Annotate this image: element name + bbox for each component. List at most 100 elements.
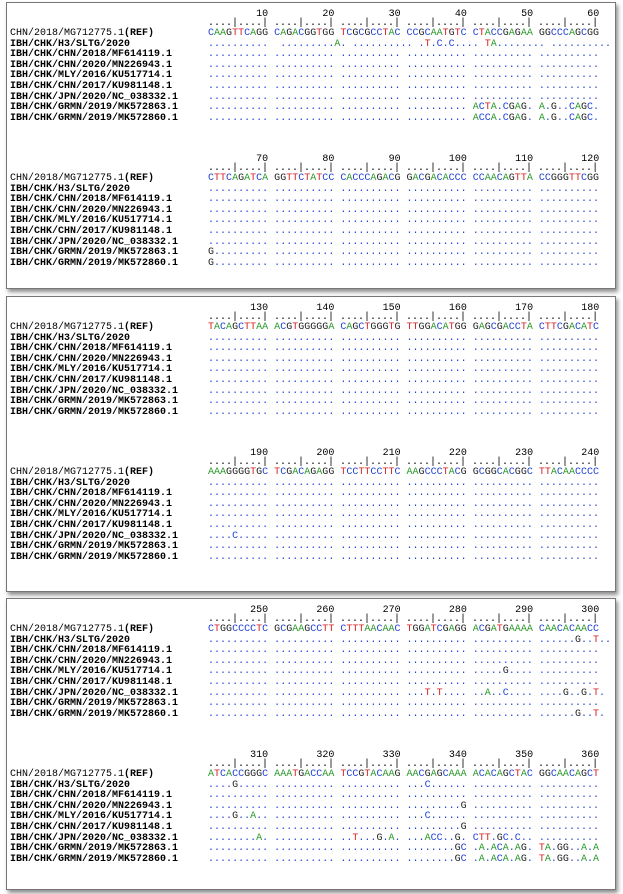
ruler: ....|....| ....|....| ....|....| ....|..… [208,759,599,770]
reference-id: CHN/2018/MG712775.1 [10,322,125,333]
sequence-label: IBH/CHK/GRMN/2019/MK572860.1 [10,406,179,418]
sequence-label: IBH/CHK/GRMN/2019/MK572860.1 [10,853,179,865]
sequence-alignment: G......... .......... .......... .......… [208,247,600,259]
sequence-alignment: .......... .......... .......... .......… [208,236,600,248]
position-number: 170 [515,303,534,314]
sequence-label: IBH/CHK/H3/SLTG/2020 [10,38,131,50]
sequence-alignment: G......... .......... .......... .......… [208,257,600,269]
reference-id: CHN/2018/MG712775.1 [10,28,125,39]
sequence-label: IBH/CHK/CHN/2018/MF614119.1 [10,343,173,355]
position-number: 150 [382,303,401,314]
sequence-alignment: ....C..... .......... .......... .......… [208,530,600,542]
sequence-label: IBH/CHK/CHN/2018/MF614119.1 [10,645,173,657]
sequence-label: IBH/CHK/GRMN/2019/MK572860.1 [10,112,179,124]
sequence-label: IBH/CHK/CHN/2020/MN226943.1 [10,800,173,812]
position-number: 100 [448,154,467,165]
sequence-alignment: .......... .......... .......... .......… [208,509,600,521]
sequence-alignment: .......... .......... .......... .......… [208,822,600,833]
position-number: 60 [587,9,600,20]
sequence-alignment: .......... .......... .......... .......… [208,112,600,124]
sequence-label: IBH/CHK/GRMN/2019/MK572863.1 [10,102,179,114]
sequence-alignment: .......... .......... .......... .......… [208,655,600,667]
sequence-label: IBH/CHK/CHN/2018/MF614119.1 [10,790,173,802]
reference-tag: (REF) [124,173,155,184]
reference-tag: (REF) [124,322,155,333]
reference-label: CHN/2018/MG712775.1(REF) [10,769,154,780]
sequence-label: IBH/CHK/GRMN/2019/MK572863.1 [10,698,179,710]
sequence-label: IBH/CHK/GRMN/2019/MK572860.1 [10,708,179,720]
ruler: ....|....| ....|....| ....|....| ....|..… [208,457,599,468]
position-number: 300 [581,605,600,616]
sequence-alignment: .......... .......... .......... .......… [208,91,600,103]
ruler: ....|....| ....|....| ....|....| ....|..… [208,163,599,174]
sequence-label: IBH/CHK/H3/SLTG/2020 [10,477,131,489]
sequence-label: IBH/CHK/GRMN/2019/MK572863.1 [10,247,179,259]
sequence-label: IBH/CHK/CHN/2017/KU981148.1 [10,677,173,688]
sequence-alignment: .......... .......... .......... .......… [208,49,600,61]
sequence-label: IBH/CHK/JPN/2020/NC_038332.1 [10,832,179,844]
sequence-alignment: .......... .......... .......... .......… [208,102,600,114]
sequence-alignment: .......... .......... .......... .......… [208,551,600,563]
sequence-alignment: .......... .......... .......... .......… [208,364,600,376]
reference-tag: (REF) [124,467,155,478]
sequence-label: IBH/CHK/GRMN/2019/MK572863.1 [10,843,179,855]
sequence-label: IBH/CHK/MLY/2016/KU517714.1 [10,811,173,823]
position-number: 20 [322,9,335,20]
alignment-panel: 10 20 30 40 50 60 ....|....| ....|....| ....|.… [6,2,616,289]
position-number: 110 [515,154,534,165]
sequence-label: IBH/CHK/CHN/2017/KU981148.1 [10,520,173,531]
position-number: 180 [581,303,600,314]
sequence-label: IBH/CHK/H3/SLTG/2020 [10,332,131,344]
sequence-label: IBH/CHK/CHN/2020/MN226943.1 [10,59,173,71]
position-number: 130 [250,303,269,314]
sequence-alignment: .......... .......... .......... .......… [208,226,600,237]
sequence-label: IBH/CHK/JPN/2020/NC_038332.1 [10,385,179,397]
sequence-label: IBH/CHK/MLY/2016/KU517714.1 [10,509,173,521]
position-number: 10 [256,9,269,20]
reference-label: CHN/2018/MG712775.1(REF) [10,624,154,635]
sequence-alignment: .......... .......... .......... .......… [208,406,600,418]
sequence-label: IBH/CHK/CHN/2017/KU981148.1 [10,226,173,237]
reference-sequence: CTGGCCCCTC GCGAAGCCTT CTTTAACAAC TGGATCG… [208,624,600,635]
position-number: 350 [515,750,534,761]
sequence-label: IBH/CHK/CHN/2020/MN226943.1 [10,498,173,510]
position-number: 240 [581,448,600,459]
sequence-label: IBH/CHK/JPN/2020/NC_038332.1 [10,236,179,248]
sequence-label: IBH/CHK/H3/SLTG/2020 [10,634,131,646]
reference-label: CHN/2018/MG712775.1(REF) [10,322,154,333]
sequence-label: IBH/CHK/MLY/2016/KU517714.1 [10,666,173,678]
position-number: 320 [316,750,335,761]
sequence-alignment: .......... .......... .......... .......… [208,194,600,206]
sequence-alignment: .......... .......... .......... .......… [208,790,600,802]
sequence-alignment: .......... .......... .......... ...T.T.… [208,687,606,699]
position-number: 190 [250,448,269,459]
sequence-alignment: .......... .......... .......... .......… [208,477,600,489]
sequence-alignment: .......... .......... .......... .......… [208,666,600,678]
sequence-alignment: .......... .......... .......... .......… [208,541,600,553]
sequence-label: IBH/CHK/JPN/2020/NC_038332.1 [10,687,179,699]
reference-id: CHN/2018/MG712775.1 [10,769,125,780]
reference-label: CHN/2018/MG712775.1(REF) [10,467,154,478]
position-number: 250 [250,605,269,616]
position-number: 220 [448,448,467,459]
reference-id: CHN/2018/MG712775.1 [10,624,125,635]
reference-tag: (REF) [124,769,155,780]
position-number: 310 [250,750,269,761]
reference-id: CHN/2018/MG712775.1 [10,467,125,478]
sequence-label: IBH/CHK/CHN/2020/MN226943.1 [10,655,173,667]
sequence-label: IBH/CHK/CHN/2017/KU981148.1 [10,81,173,92]
position-number: 90 [388,154,401,165]
sequence-alignment: .......... .......... .......... .......… [208,677,600,688]
position-number: 280 [448,605,467,616]
sequence-alignment: .......... .......... .......... .......… [208,800,600,812]
sequence-label: IBH/CHK/CHN/2017/KU981148.1 [10,375,173,386]
reference-sequence: TACAGCTTAA ACGTGGGGGA CAGCTGGGTG TTGGACA… [208,322,600,333]
sequence-alignment: .......... .......... .......... .......… [208,396,600,408]
sequence-alignment: .......... .......... .......... .......… [208,488,600,500]
sequence-alignment: .......... .......... .......... .......… [208,343,600,355]
sequence-label: IBH/CHK/CHN/2020/MN226943.1 [10,353,173,365]
sequence-label: IBH/CHK/MLY/2016/KU517714.1 [10,215,173,227]
position-number: 40 [454,9,467,20]
sequence-label: IBH/CHK/GRMN/2019/MK572863.1 [10,396,179,408]
sequence-label: IBH/CHK/JPN/2020/NC_038332.1 [10,530,179,542]
